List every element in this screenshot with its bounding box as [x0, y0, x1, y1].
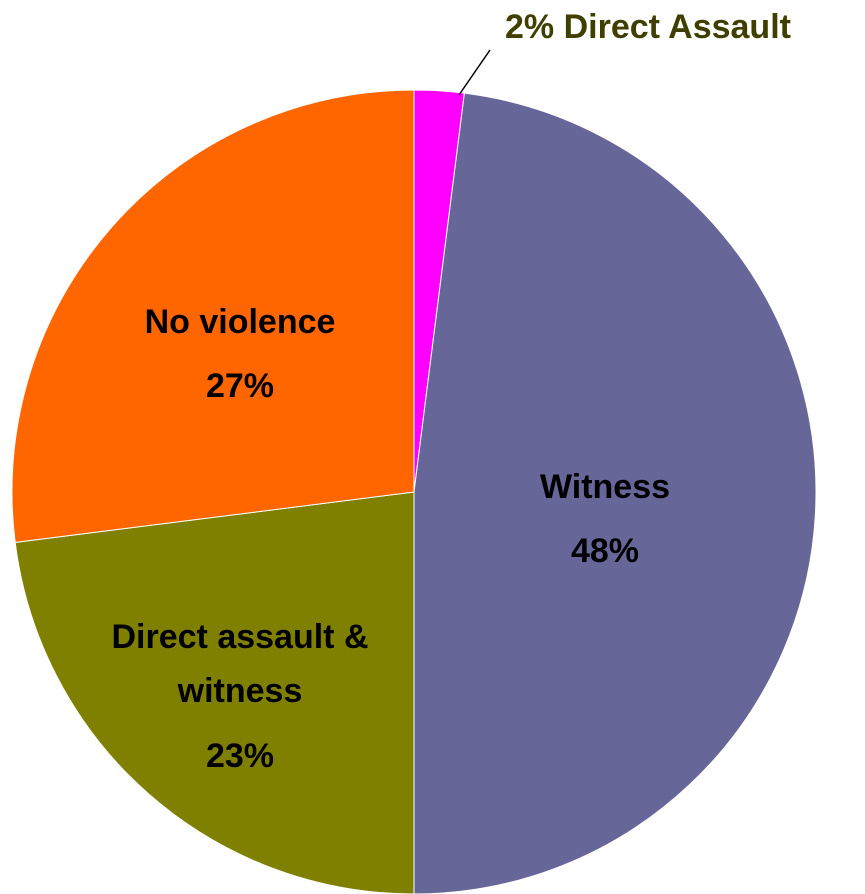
slice-label: No violence 27% [90, 295, 390, 414]
value-label: 23% [205, 736, 275, 775]
value-label: 48% [570, 532, 640, 571]
value-label: 27% [205, 367, 275, 406]
slice-label: Direct assault & witness 23% [75, 610, 405, 783]
pie-slice [14, 491, 415, 894]
category-label: Direct assault & witness [111, 618, 369, 711]
pie-slice [11, 89, 415, 543]
value-label: 2% [505, 8, 555, 46]
category-label: Direct Assault [563, 8, 791, 46]
category-label: No violence [144, 303, 336, 341]
slice-label: Witness 48% [455, 460, 755, 579]
category-label: Witness [539, 468, 671, 506]
outside-label: 2% Direct Assault [505, 8, 791, 47]
leader-line [458, 49, 491, 96]
pie-slice [413, 92, 817, 894]
